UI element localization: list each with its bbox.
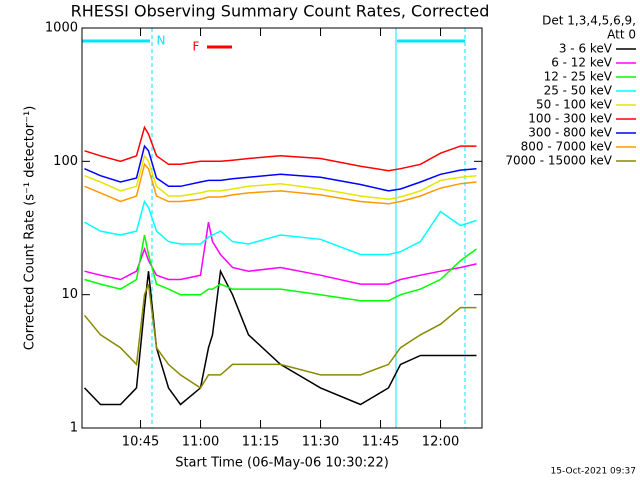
y-axis-label: Corrected Count Rate (s⁻¹ detector⁻¹) [23, 106, 38, 351]
legend-label: 25 - 50 keV [544, 84, 613, 98]
series-line [84, 199, 477, 256]
plot-frame [81, 27, 483, 429]
x-tick-label: 11:45 [362, 435, 399, 450]
legend-label: 7000 - 15000 keV [505, 154, 612, 168]
series-line [83, 268, 477, 406]
annotation: N [157, 34, 166, 48]
annotation: F [193, 40, 200, 54]
legend-label: 50 - 100 keV [536, 98, 613, 112]
series-line [84, 154, 477, 200]
x-tick-label: 11:15 [242, 435, 279, 450]
legend-label: 100 - 300 keV [528, 112, 612, 126]
legend-label: 6 - 12 keV [551, 56, 613, 70]
legend-header: Det 1,3,4,5,6,9, [542, 14, 636, 28]
y-tick-label: 100 [53, 154, 78, 169]
x-tick-label: 11:00 [182, 435, 219, 450]
y-tick-label: 10 [61, 287, 78, 302]
y-tick-label: 1 [70, 421, 78, 436]
legend-header: Att 0 [607, 28, 636, 42]
legend-label: 800 - 7000 keV [521, 140, 613, 154]
series-line [84, 221, 477, 285]
series-line [84, 144, 477, 192]
legend-label: 12 - 25 keV [544, 70, 613, 84]
footer: 15-Oct-2021 09:37 [551, 467, 636, 477]
series-line [84, 125, 477, 172]
x-tick-label: 11:30 [302, 435, 339, 450]
series-line [84, 234, 477, 302]
series-line [83, 283, 477, 389]
legend-label: 3 - 6 keV [559, 42, 613, 56]
y-tick-label: 1000 [45, 21, 78, 36]
chart-title: RHESSI Observing Summary Count Rates, Co… [71, 2, 490, 21]
series-line [84, 162, 477, 205]
x-axis-label: Start Time (06-May-06 10:30:22) [175, 456, 389, 471]
x-tick-label: 12:00 [422, 435, 459, 450]
legend-label: 300 - 800 keV [528, 126, 612, 140]
x-tick-label: 10:45 [122, 435, 159, 450]
